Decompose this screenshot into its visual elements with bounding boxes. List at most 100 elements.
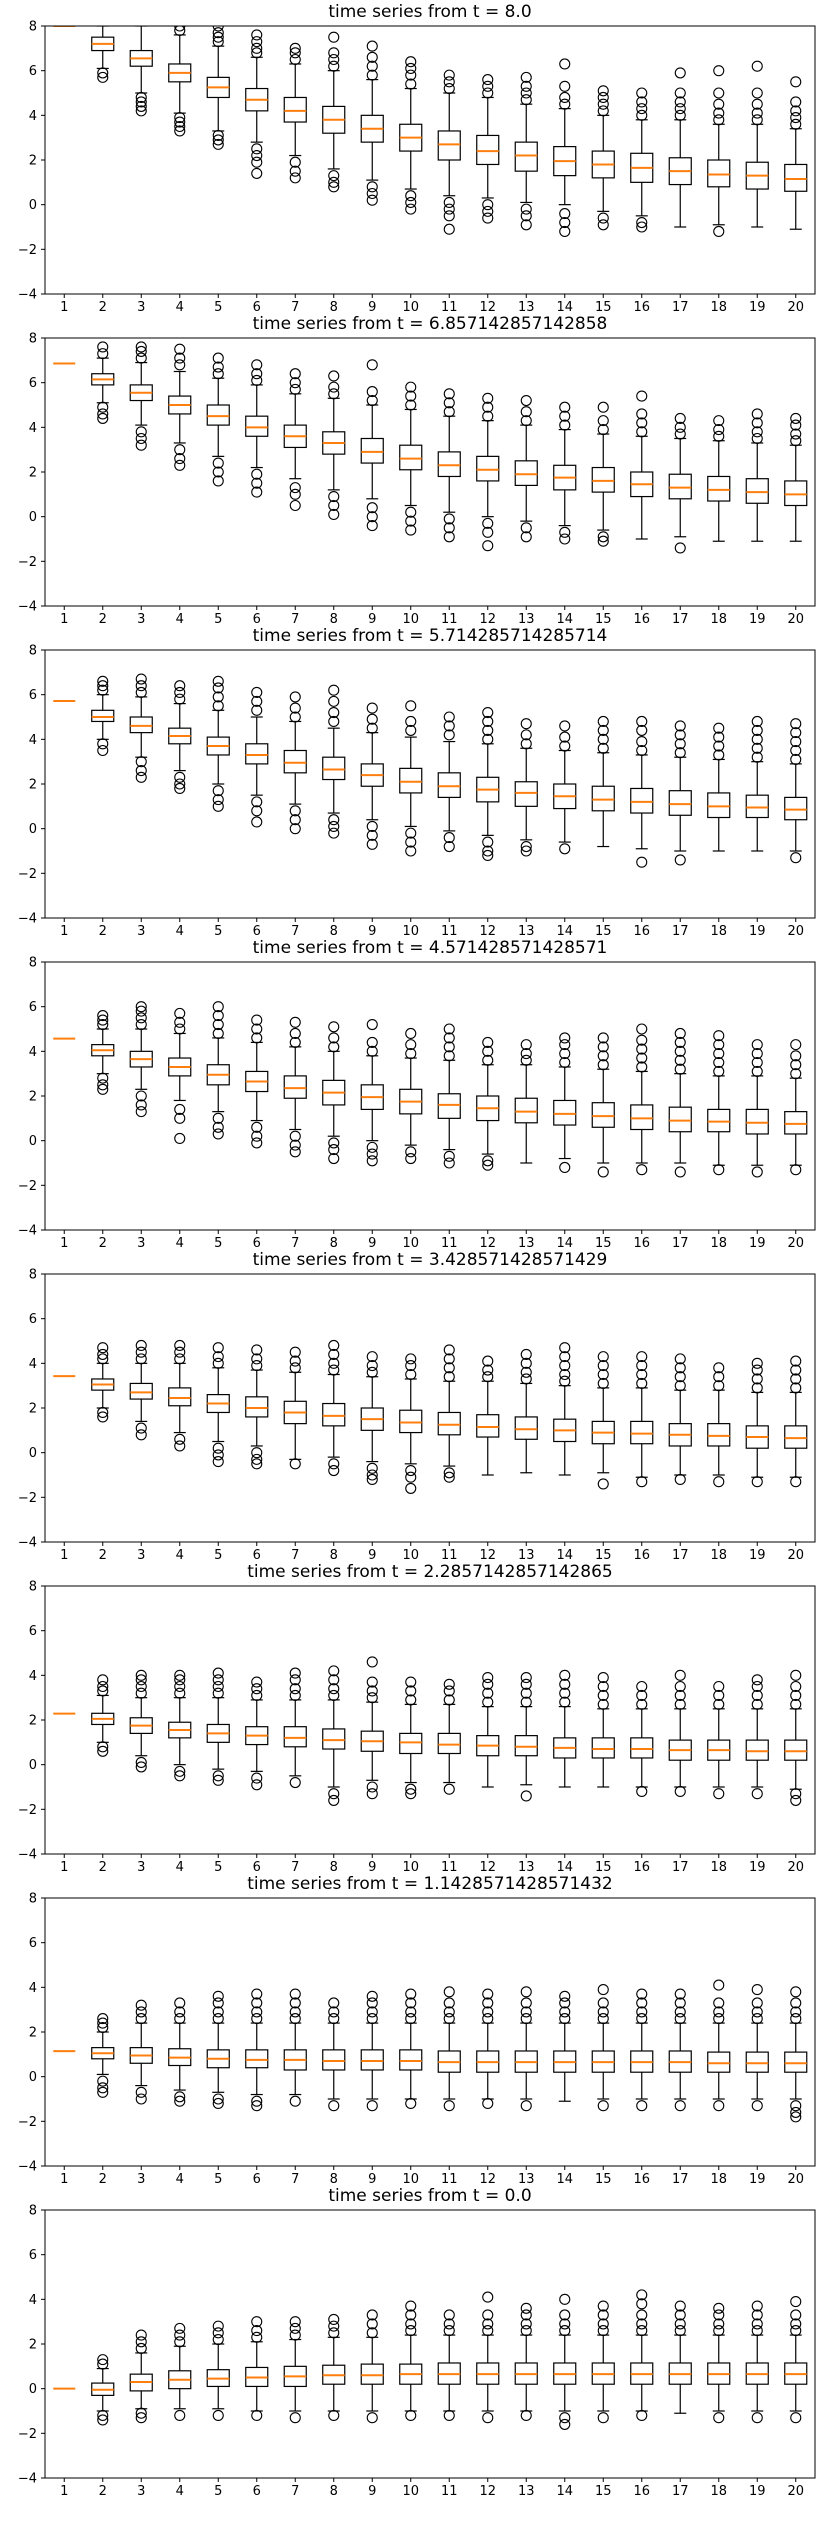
outlier-point <box>97 1018 109 1031</box>
x-tick-label: 17 <box>672 1236 689 1248</box>
outlier-point <box>405 1482 417 1494</box>
outlier-point <box>212 1357 224 1369</box>
outlier-point <box>366 829 378 841</box>
outlier-point <box>212 1997 224 2009</box>
y-tick-label: −4 <box>18 288 37 303</box>
outlier-point <box>328 814 340 826</box>
outlier-point <box>251 47 263 59</box>
outlier-point <box>97 412 109 424</box>
outlier-point <box>366 502 378 514</box>
chart-title: time series from t = 0.0 <box>328 2186 531 2206</box>
outlier-point <box>674 103 686 115</box>
outlier-point <box>289 1027 301 1040</box>
box-group <box>399 1027 423 1165</box>
box-group <box>360 40 384 206</box>
x-tick-label: 11 <box>441 1860 458 1872</box>
x-tick-label: 10 <box>402 1236 419 1248</box>
outlier-point <box>174 1132 186 1144</box>
y-tick-label: 8 <box>29 644 37 659</box>
box-iqr <box>630 1104 654 1131</box>
outlier-point <box>482 1988 494 2000</box>
outlier-point <box>674 1371 686 1383</box>
outlier-point <box>674 1988 686 2000</box>
outlier-point <box>482 1687 494 1699</box>
outlier-point <box>790 1669 802 1681</box>
box-group <box>168 1997 192 2107</box>
outlier-point <box>713 1164 725 1176</box>
outlier-point <box>366 2309 378 2321</box>
outlier-point <box>212 785 224 797</box>
outlier-point <box>482 205 494 217</box>
box-group <box>283 2316 307 2424</box>
box-group <box>707 415 731 542</box>
box-group <box>553 1990 577 2102</box>
box-group <box>129 1001 153 1118</box>
outlier-point <box>520 1366 532 1378</box>
x-tick-label: 6 <box>253 924 261 936</box>
outlier-point <box>212 700 224 712</box>
box-group <box>745 60 769 228</box>
outlier-point <box>97 2021 109 2034</box>
x-tick-label: 4 <box>176 300 184 312</box>
outlier-point <box>713 722 725 734</box>
outlier-point <box>751 1039 763 1051</box>
outlier-point <box>366 181 378 193</box>
outlier-point <box>597 1680 609 1693</box>
x-tick-label: 17 <box>672 924 689 936</box>
outlier-point <box>674 1473 686 1486</box>
outlier-point <box>135 2006 147 2018</box>
box-group <box>707 1680 731 1800</box>
x-tick-label: 8 <box>330 1860 338 1872</box>
outlier-point <box>366 511 378 523</box>
box-iqr <box>707 1108 731 1133</box>
outlier-point <box>443 1678 455 1690</box>
outlier-point <box>443 2013 455 2025</box>
box-group <box>514 1986 538 2112</box>
outlier-point <box>790 105 802 117</box>
box-group <box>437 1344 461 1483</box>
outlier-point <box>482 2291 494 2303</box>
box-group <box>129 673 153 783</box>
outlier-point <box>713 2412 725 2424</box>
outlier-point <box>405 515 417 527</box>
box-group <box>206 1667 230 1786</box>
x-tick-label: 9 <box>368 924 376 936</box>
outlier-point <box>751 1674 763 1686</box>
outlier-point <box>366 713 378 725</box>
outlier-point <box>559 1360 571 1372</box>
box-group <box>399 2300 423 2422</box>
outlier-point <box>366 2013 378 2025</box>
y-tick-label: −2 <box>18 243 37 258</box>
x-tick-label: 16 <box>633 612 650 624</box>
outlier-point <box>559 1990 571 2002</box>
outlier-point <box>212 691 224 703</box>
outlier-point <box>559 1678 571 1690</box>
outlier-point <box>674 1785 686 1798</box>
box-group <box>399 1988 423 2110</box>
outlier-point <box>713 740 725 752</box>
outlier-point <box>405 69 417 81</box>
outlier-point <box>251 1360 263 1372</box>
outlier-point <box>520 1048 532 1060</box>
x-tick-label: 15 <box>595 1548 612 1560</box>
outlier-point <box>174 1997 186 2009</box>
outlier-point <box>520 87 532 99</box>
outlier-point <box>289 1667 301 1679</box>
box-group <box>514 1672 538 1802</box>
y-tick-label: −4 <box>18 912 37 927</box>
outlier-point <box>328 1339 340 1352</box>
outlier-point <box>174 1765 186 1777</box>
box-iqr <box>399 1409 423 1434</box>
outlier-point <box>251 704 263 716</box>
x-tick-label: 5 <box>214 1860 222 1872</box>
box-group <box>91 2354 115 2426</box>
outlier-point <box>366 1781 378 1793</box>
outlier-point <box>251 2100 263 2112</box>
plot-area-frame <box>44 1897 816 2167</box>
x-tick-label: 10 <box>402 300 419 312</box>
box-iqr <box>245 415 269 437</box>
outlier-point <box>713 1380 725 1392</box>
outlier-point <box>443 1041 455 1053</box>
box-iqr <box>476 455 500 482</box>
outlier-point <box>790 2309 802 2321</box>
